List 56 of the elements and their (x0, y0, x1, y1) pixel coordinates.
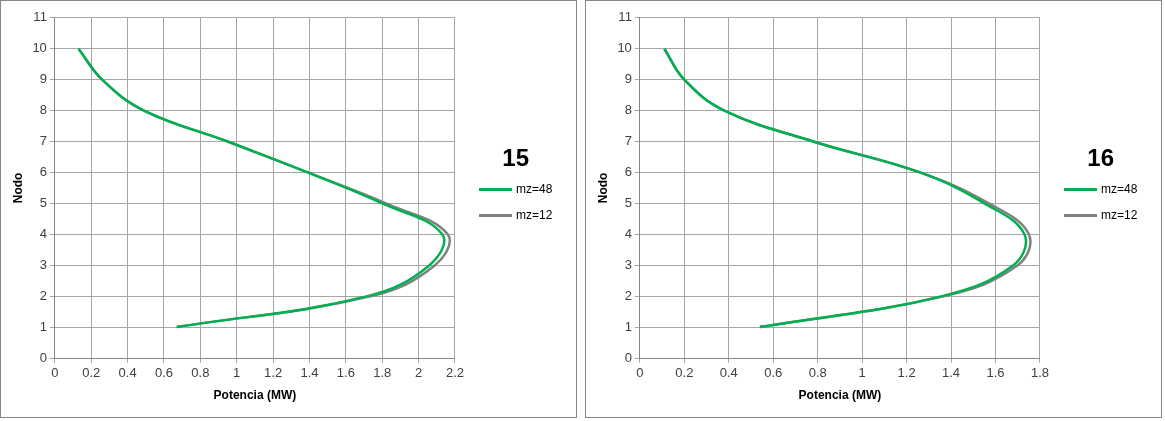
legend-label: mz=48 (516, 182, 553, 196)
y-tick-label: 0 (39, 349, 47, 365)
x-tick-label: 0.6 (154, 365, 174, 381)
x-tick-label: 0 (51, 365, 59, 381)
y-tick-label: 4 (624, 225, 632, 241)
x-tick-label: 1.6 (336, 365, 355, 381)
y-tick-label: 3 (624, 256, 632, 272)
x-tick-label: 0 (636, 365, 644, 381)
x-tick-label: 1.2 (264, 365, 283, 381)
legend-title: 16 (1086, 144, 1116, 172)
y-tick-label: 7 (39, 133, 47, 149)
y-tick-label: 5 (39, 194, 47, 210)
x-tick-label: 0.2 (675, 365, 694, 381)
y-tick-label: 1 (39, 318, 47, 334)
y-tick-label: 11 (618, 9, 632, 25)
y-tick-label: 5 (624, 194, 632, 210)
x-tick-label: 1.8 (373, 365, 392, 381)
x-tick-label: 0.2 (82, 365, 101, 381)
legend-label: mz=48 (1101, 182, 1138, 196)
x-tick-label: 2.2 (445, 365, 464, 381)
y-tick-label: 1 (624, 318, 632, 334)
y-tick-label: 2 (39, 287, 47, 303)
x-tick-label: 1 (233, 365, 241, 381)
x-tick-label: 1.6 (986, 365, 1005, 381)
x-axis-title: Potencia (MW) (213, 388, 297, 403)
legend-label: mz=12 (516, 208, 553, 222)
x-tick-label: 2 (414, 365, 423, 381)
x-tick-label: 1.4 (942, 365, 961, 381)
y-axis-title: Nodo (10, 172, 25, 204)
y-tick-label: 4 (39, 225, 47, 241)
y-tick-label: 10 (617, 40, 632, 56)
y-tick-label: 10 (32, 40, 47, 56)
y-tick-label: 9 (624, 71, 632, 87)
x-tick-label: 0.6 (764, 365, 783, 381)
x-tick-label: 0.4 (719, 365, 738, 381)
x-tick-label: 0.8 (808, 365, 827, 381)
y-tick-label: 9 (39, 71, 47, 87)
y-tick-label: 11 (33, 9, 47, 25)
x-tick-label: 1.4 (300, 365, 319, 381)
y-axis-title: Nodo (595, 172, 610, 204)
y-tick-label: 6 (624, 164, 632, 180)
y-tick-label: 6 (39, 164, 47, 180)
y-tick-label: 2 (624, 287, 632, 303)
y-tick-label: 8 (624, 102, 632, 118)
x-axis-title: Potencia (MW) (798, 388, 882, 403)
x-tick-label: 0.8 (191, 365, 210, 381)
y-tick-label: 8 (39, 102, 47, 118)
x-tick-label: 1.8 (1030, 365, 1049, 381)
legend-label: mz=12 (1101, 208, 1138, 222)
x-tick-label: 0.4 (118, 365, 137, 381)
y-tick-label: 7 (624, 133, 632, 149)
x-tick-label: 1 (858, 365, 866, 381)
x-tick-label: 1.2 (897, 365, 916, 381)
y-tick-label: 3 (39, 256, 47, 272)
legend-title: 15 (501, 144, 531, 172)
y-tick-label: 0 (624, 349, 632, 365)
